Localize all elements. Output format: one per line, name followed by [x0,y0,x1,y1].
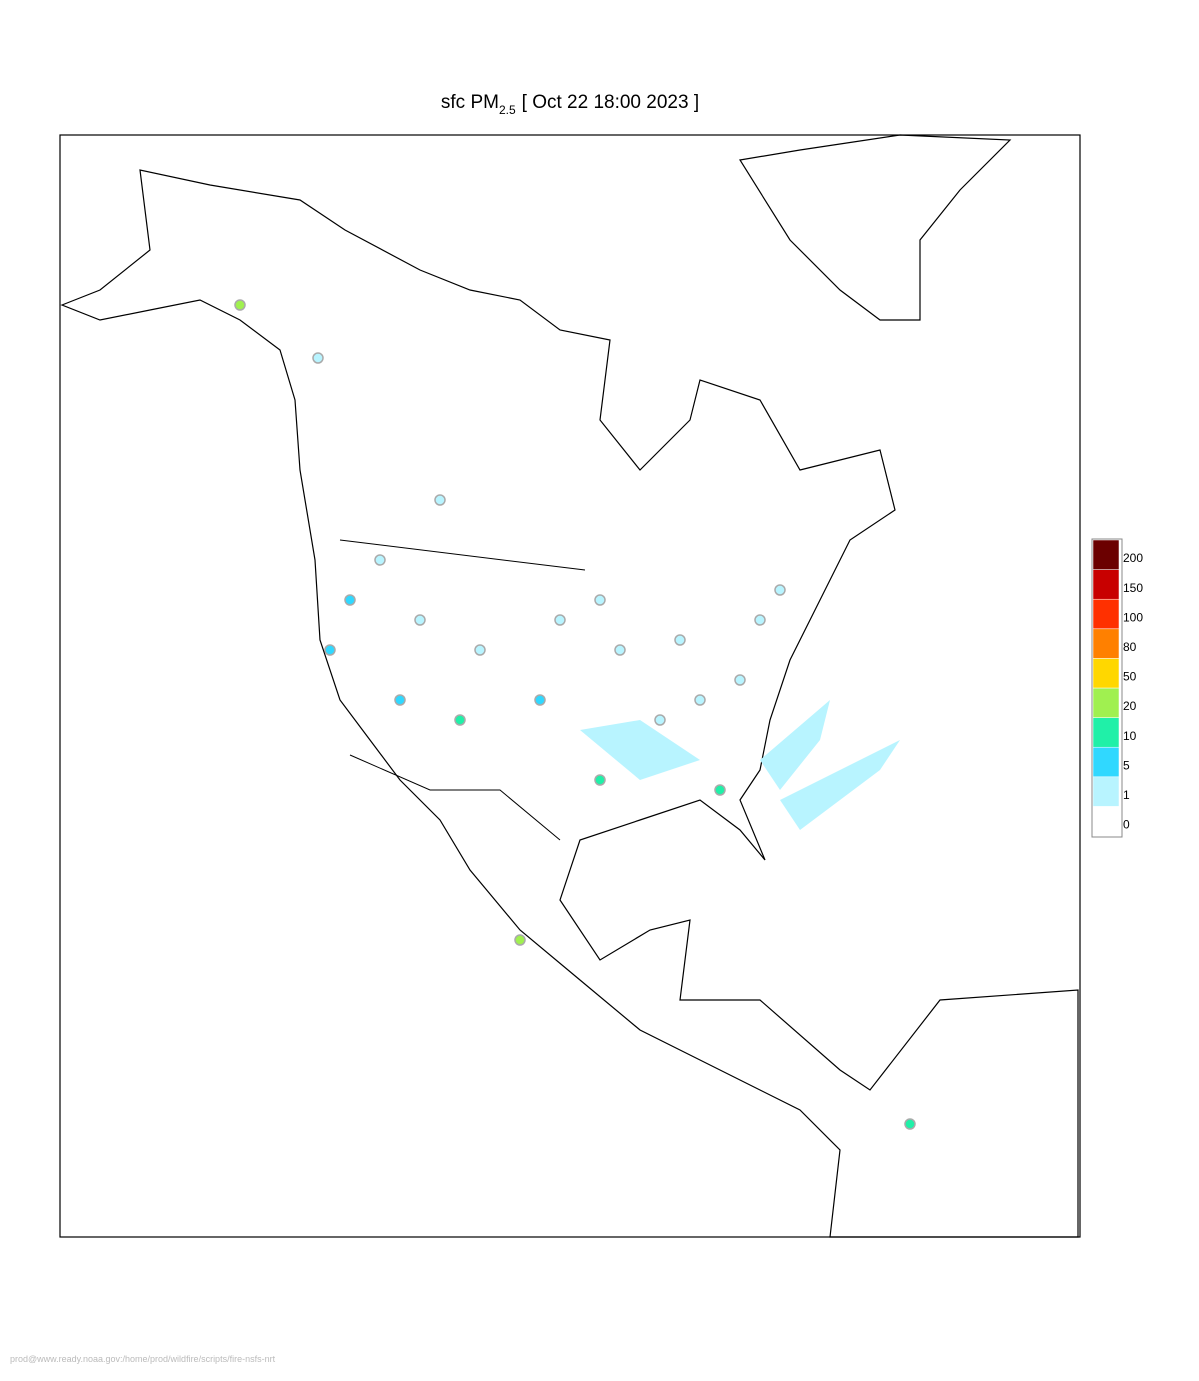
north-america [60,169,1079,1238]
colorbar-box [1092,806,1120,837]
colorbar-box [1092,687,1120,718]
title-subscript: 2.5 [499,103,516,117]
colorbar-label: 0 [1123,818,1130,832]
colorbar-box [1092,746,1120,778]
colorbar-label: 100 [1123,610,1143,624]
colorbar-box [1092,539,1120,570]
title-main: sfc PM [441,92,499,113]
colorbar-box [1092,776,1120,807]
map-frame [59,134,1081,1238]
colorbar-label: 20 [1123,699,1137,713]
plume [580,700,900,830]
title: sfc PM2.5 [ Oct 22 18:00 2023 ] [441,92,699,117]
colorbar-box [1092,569,1120,600]
basemap [59,134,1081,1238]
colorbar-label: 10 [1123,729,1137,743]
greenland [739,134,1012,321]
colorbar-box [1092,628,1120,659]
colorbar-label: 200 [1123,551,1143,565]
legend: 0 1 5 10 20 50 80 100 150 200 [1091,538,1143,838]
title-time: [ Oct 22 18:00 2023 ] [522,92,699,113]
colorbar-label: 80 [1123,640,1137,654]
colorbar-box [1092,717,1120,748]
footer: prod@www.ready.noaa.gov:/home/prod/wildf… [10,1354,276,1364]
colorbar-label: 50 [1123,670,1137,684]
colorbar-label: 5 [1123,758,1130,772]
colorbar-label: 150 [1123,581,1143,595]
us-border [339,539,586,841]
colorbar-box [1092,598,1120,630]
colorbar-box [1092,658,1120,689]
colorbar-label: 1 [1123,788,1130,802]
stations [234,299,916,1130]
